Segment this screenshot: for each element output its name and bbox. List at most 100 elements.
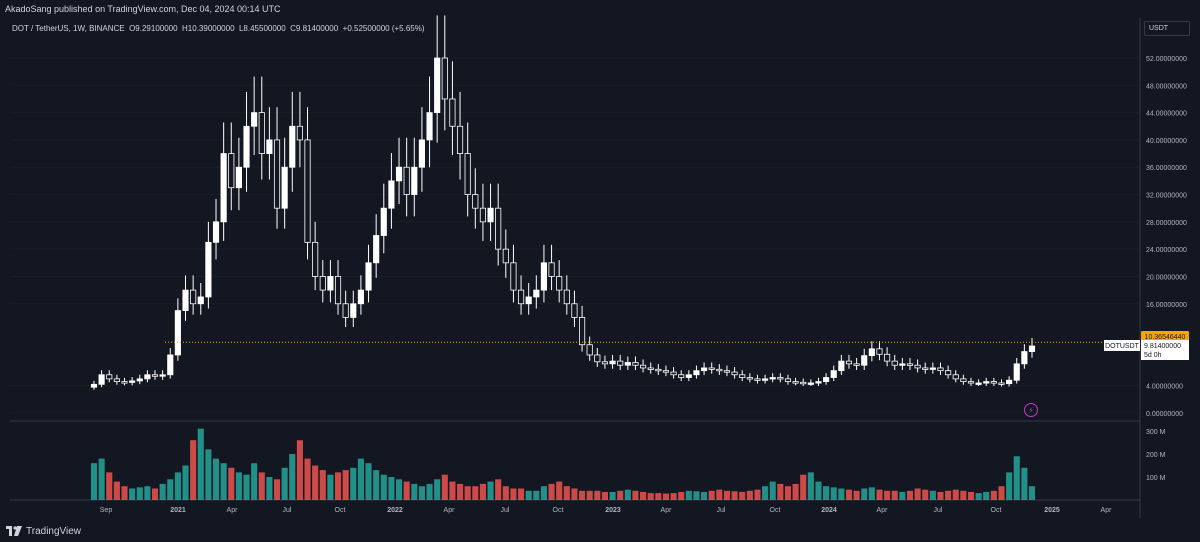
- candle-body: [868, 348, 875, 357]
- candle-body: [823, 377, 830, 382]
- volume-bar: [807, 472, 814, 500]
- volume-bar: [662, 493, 670, 500]
- volume-bar: [98, 458, 105, 500]
- candle-body: [617, 360, 624, 366]
- open-value: O9.29100000: [129, 24, 178, 33]
- publisher-note: AkadoSang published on TradingView.com, …: [5, 4, 281, 14]
- time-tick-label: Jul: [717, 507, 726, 514]
- volume-bar: [121, 486, 128, 500]
- candle-body: [640, 364, 647, 369]
- time-tick-label: 2024: [821, 507, 837, 514]
- volume-bar: [1006, 472, 1013, 500]
- candle-body: [403, 166, 410, 195]
- volume-bar: [777, 483, 784, 500]
- candle-body: [571, 303, 578, 318]
- candle-body: [479, 207, 486, 223]
- candle-body: [266, 139, 273, 154]
- high-value: H10.39000000: [182, 24, 235, 33]
- volume-bar: [197, 428, 204, 500]
- volume-bar: [990, 490, 997, 500]
- candle-body: [853, 363, 860, 366]
- volume-bar: [106, 472, 113, 500]
- volume-bar: [800, 474, 807, 500]
- volume-bar: [441, 474, 448, 500]
- candle-body: [861, 355, 868, 366]
- candle-body: [754, 378, 761, 381]
- currency-chip[interactable]: USDT: [1144, 21, 1190, 36]
- volume-bar: [830, 487, 837, 500]
- volume-bar: [190, 440, 197, 500]
- volume-bar: [594, 490, 601, 500]
- time-tick-label: Oct: [770, 507, 781, 514]
- volume-bar: [540, 486, 547, 500]
- candle-body: [876, 348, 883, 355]
- candle-body: [716, 368, 723, 372]
- volume-bar: [434, 479, 441, 500]
- candle-body: [731, 371, 738, 376]
- symbol-title[interactable]: DOT / TetherUS, 1W, BINANCE: [12, 24, 125, 33]
- candle-body: [678, 374, 685, 378]
- price-tick-label: 40.00000000: [1146, 138, 1187, 145]
- volume-bar: [228, 467, 235, 500]
- volume-bar: [884, 490, 891, 500]
- volume-bar: [586, 490, 593, 500]
- volume-bar: [395, 479, 403, 500]
- time-tick-label: 2023: [605, 507, 621, 514]
- volume-bar: [426, 483, 433, 500]
- volume-bar: [456, 483, 464, 500]
- volume-tick-label: 200 M: [1146, 452, 1166, 459]
- candle-body: [182, 289, 189, 311]
- candle-body: [90, 383, 98, 388]
- candle-body: [762, 378, 769, 381]
- price-tick-label: 48.00000000: [1146, 83, 1187, 90]
- volume-bar: [823, 486, 830, 500]
- symbol-legend: DOT / TetherUS, 1W, BINANCE O9.29100000 …: [12, 24, 425, 33]
- candle-body: [937, 367, 944, 372]
- candle-body: [212, 221, 220, 243]
- candle-body: [304, 139, 311, 243]
- price-tick-label: 36.00000000: [1146, 165, 1187, 172]
- time-tick-label: Apr: [661, 507, 673, 514]
- volume-bar: [136, 487, 143, 500]
- time-tick-label: Jul: [283, 507, 292, 514]
- candle-body: [197, 296, 204, 305]
- candle-body: [685, 374, 692, 378]
- volume-bar: [144, 486, 151, 500]
- volume-bar: [838, 488, 845, 500]
- price-tick-label: 16.00000000: [1146, 302, 1187, 309]
- candle-body: [456, 125, 464, 154]
- volume-bar: [129, 488, 136, 500]
- candle-body: [495, 207, 502, 250]
- volume-bar: [723, 490, 731, 500]
- volume-bar: [151, 488, 159, 500]
- time-tick-label: 2025: [1044, 507, 1060, 514]
- volume-bar: [281, 467, 288, 500]
- time-tick-label: Apr: [1101, 507, 1113, 514]
- candle-body: [777, 377, 784, 380]
- volume-bar: [1021, 467, 1028, 500]
- volume-bar: [754, 489, 761, 500]
- volume-bar: [167, 479, 174, 500]
- volume-bar: [472, 486, 479, 500]
- candle-body: [342, 303, 349, 318]
- tradingview-logo[interactable]: TradingView: [6, 525, 81, 537]
- volume-bar: [914, 488, 921, 500]
- candle-body: [723, 370, 731, 373]
- candle-body: [929, 367, 936, 370]
- volume-bar: [418, 486, 425, 500]
- time-tick-label: Oct: [991, 507, 1002, 514]
- volume-bar: [373, 470, 380, 500]
- volume-bar: [792, 483, 799, 500]
- volume-bar: [998, 486, 1005, 500]
- candle-body: [350, 303, 357, 318]
- volume-bar: [510, 488, 517, 500]
- volume-bar: [716, 489, 723, 500]
- volume-bar: [296, 440, 303, 500]
- lightning-icon[interactable]: ⚡: [1024, 403, 1038, 417]
- candle-body: [624, 362, 631, 366]
- candle-body: [106, 374, 113, 380]
- volume-bar: [273, 479, 281, 500]
- candle-body: [205, 241, 212, 298]
